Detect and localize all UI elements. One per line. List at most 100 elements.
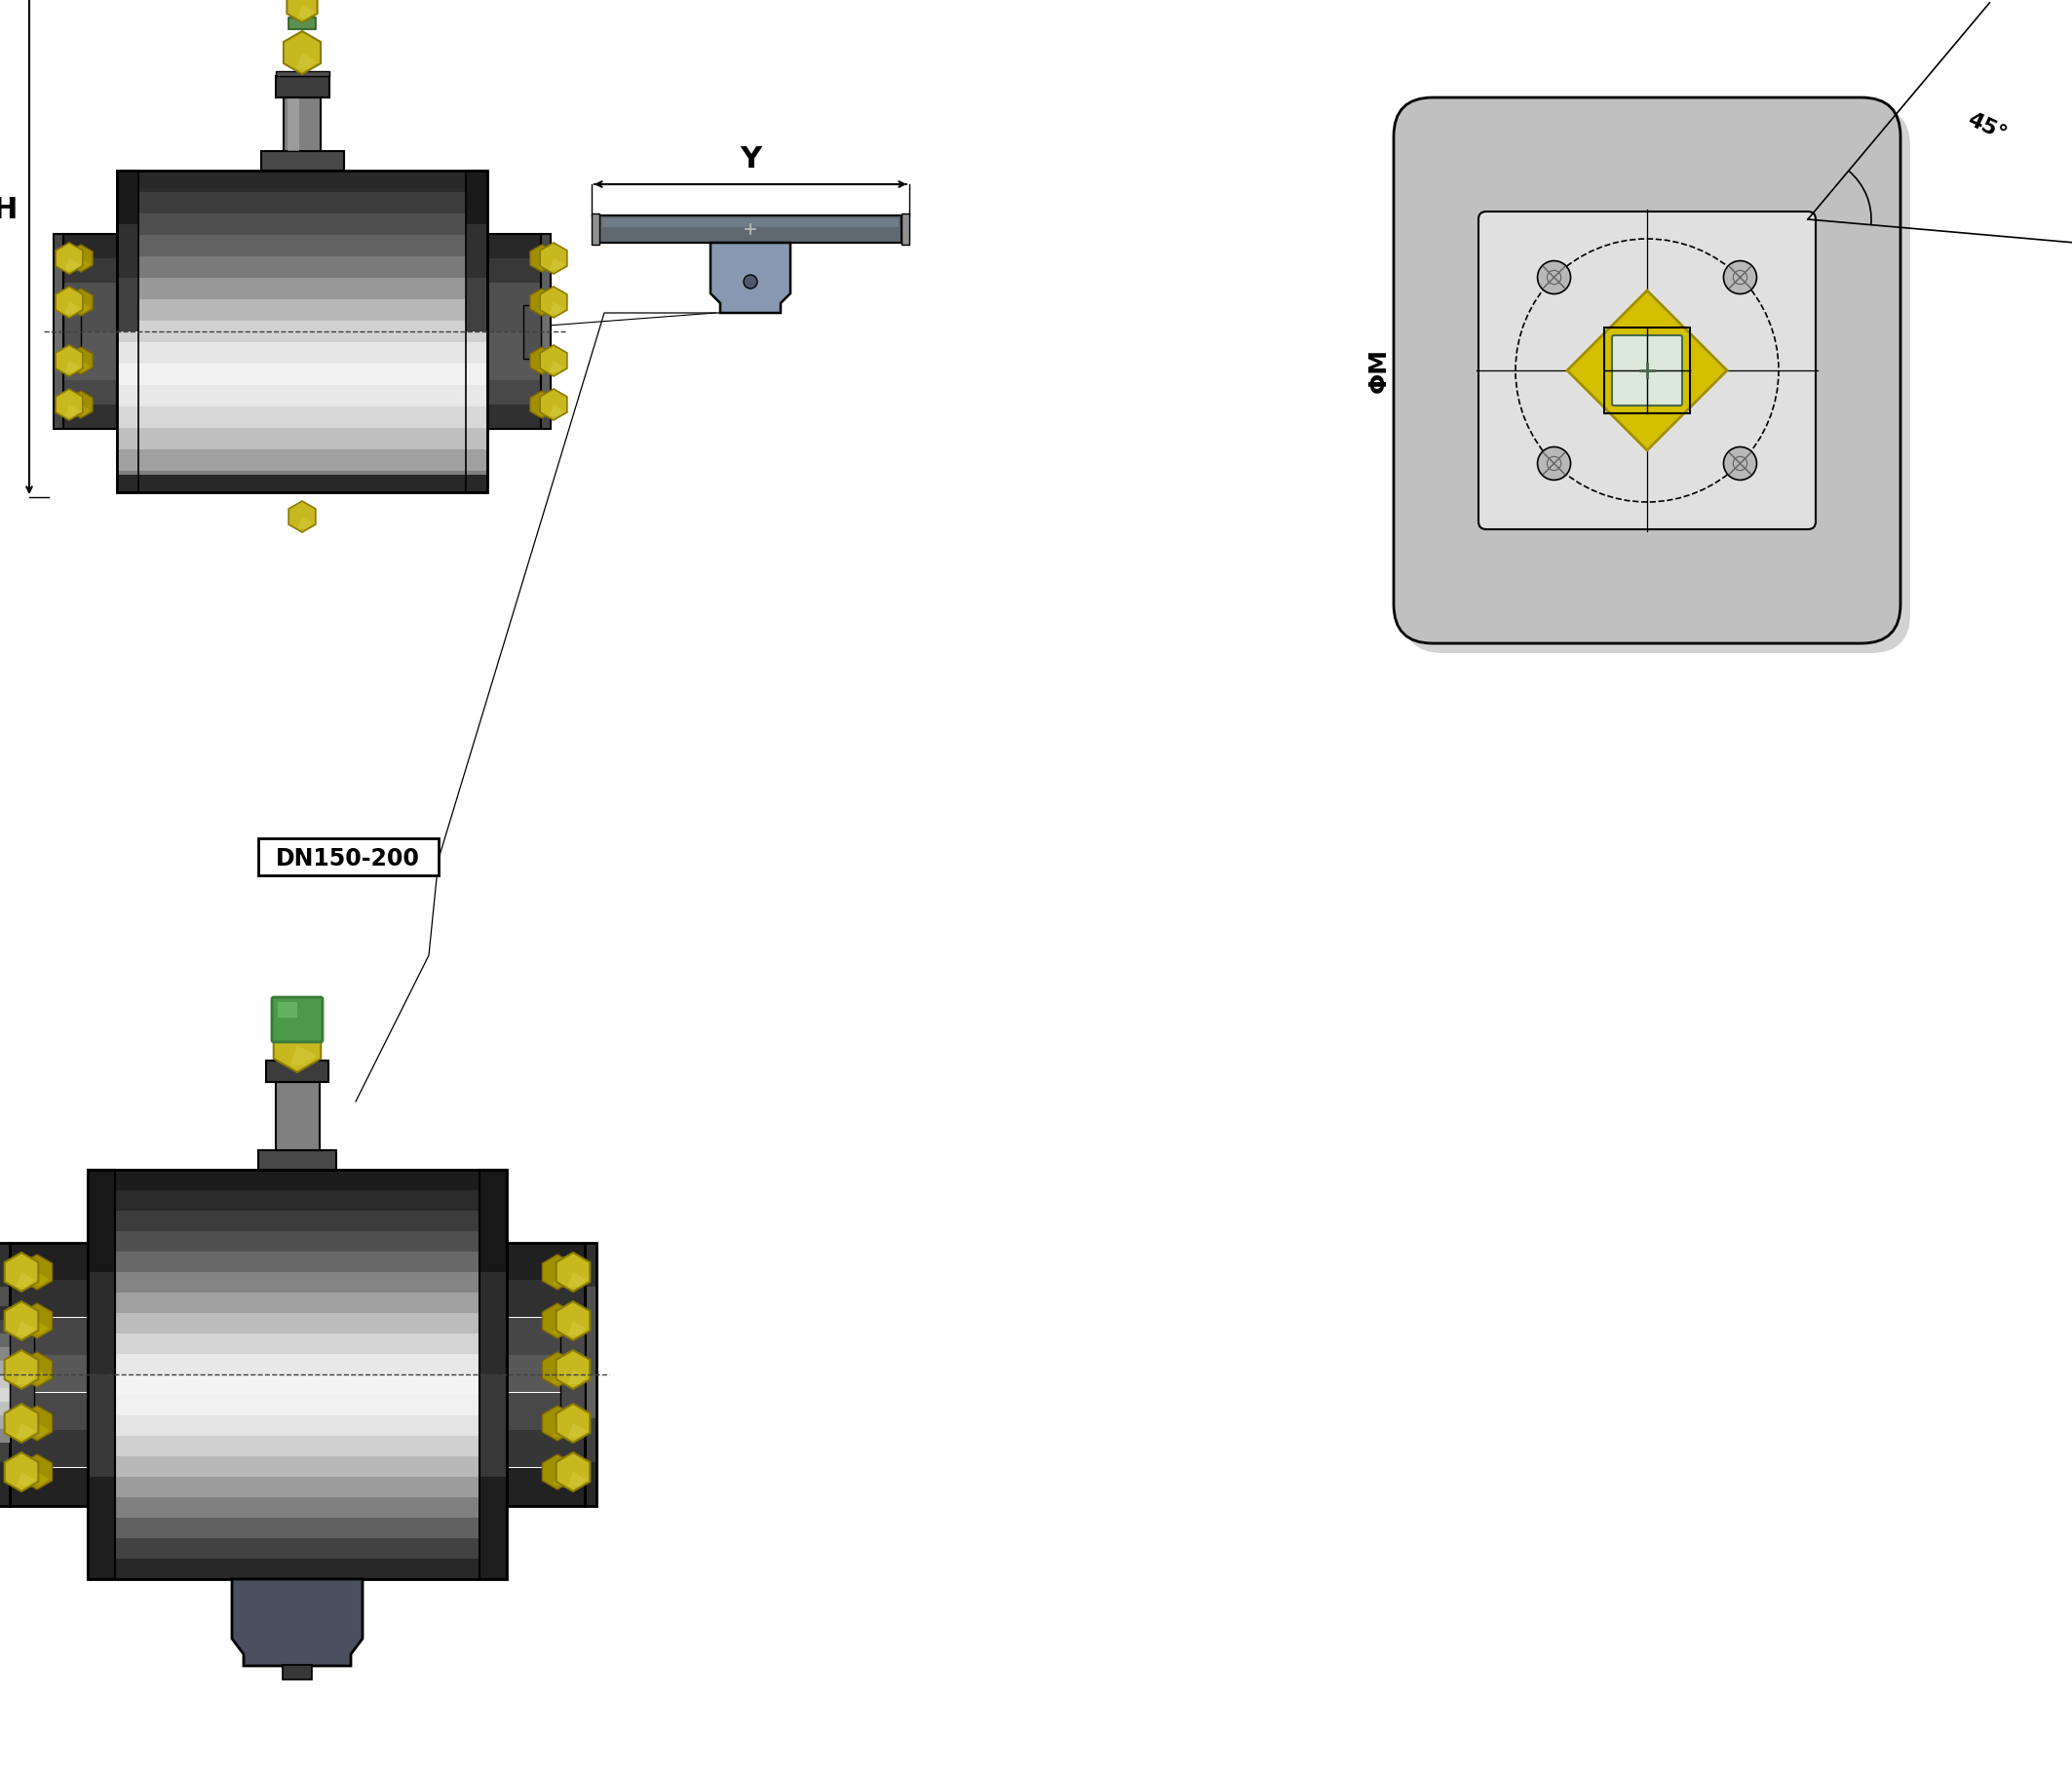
Text: ΦM: ΦM (1368, 348, 1390, 393)
Polygon shape (4, 1404, 37, 1443)
Text: T: T (1430, 359, 1446, 382)
Bar (64, 235, 116, 428)
Bar (54, 235, 64, 428)
Bar (487, 283, 541, 332)
Polygon shape (290, 1045, 317, 1066)
Polygon shape (549, 302, 564, 315)
Bar (87, 1374, 116, 1477)
Bar (487, 405, 541, 428)
Bar (10, 1319, 87, 1354)
Bar (116, 213, 487, 235)
Polygon shape (296, 53, 317, 69)
Bar (259, 839, 439, 876)
Polygon shape (568, 1272, 586, 1287)
Bar (10, 1242, 87, 1279)
Polygon shape (555, 1404, 591, 1443)
Bar (508, 1279, 584, 1317)
Bar (87, 1354, 508, 1374)
Bar (87, 1169, 116, 1580)
Polygon shape (274, 1018, 321, 1072)
Bar (0, 1402, 10, 1414)
Bar (479, 1272, 508, 1374)
Polygon shape (23, 1406, 52, 1441)
Bar (10, 1354, 87, 1391)
Polygon shape (543, 1352, 572, 1388)
Polygon shape (56, 345, 83, 377)
Bar (64, 380, 116, 405)
Polygon shape (541, 286, 568, 318)
Bar (116, 277, 139, 332)
Bar (487, 332, 541, 380)
Polygon shape (33, 1272, 50, 1285)
Polygon shape (4, 1452, 37, 1491)
Bar (1604, 327, 1691, 414)
Bar (466, 171, 487, 492)
Polygon shape (17, 1471, 35, 1487)
Polygon shape (23, 1255, 52, 1290)
Polygon shape (549, 258, 564, 270)
Polygon shape (23, 1454, 52, 1489)
Bar (87, 1292, 508, 1313)
Polygon shape (17, 1370, 35, 1384)
Bar (0, 1287, 10, 1374)
Bar (87, 1374, 508, 1395)
Polygon shape (555, 1301, 591, 1340)
Bar (87, 1457, 508, 1477)
Bar (508, 1393, 584, 1430)
Bar (116, 171, 487, 188)
Bar (87, 1210, 508, 1231)
Text: DN150-200: DN150-200 (276, 848, 421, 871)
FancyBboxPatch shape (271, 997, 323, 1041)
Text: H: H (0, 197, 17, 224)
Bar (584, 1287, 597, 1374)
Text: Y: Y (740, 144, 760, 172)
Polygon shape (568, 1320, 586, 1336)
Bar (265, 1061, 329, 1082)
Polygon shape (568, 1423, 586, 1438)
Bar (87, 1313, 508, 1333)
Bar (10, 1430, 87, 1468)
Polygon shape (555, 1351, 591, 1390)
Polygon shape (539, 258, 551, 268)
Bar (87, 1251, 508, 1272)
Bar (584, 1374, 597, 1462)
Polygon shape (77, 302, 91, 313)
Bar (284, 98, 321, 151)
Bar (541, 267, 551, 299)
Bar (116, 386, 487, 407)
Polygon shape (555, 1253, 591, 1292)
Circle shape (1537, 261, 1571, 293)
Bar (116, 343, 487, 364)
Bar (508, 1354, 584, 1391)
Polygon shape (298, 517, 313, 528)
Bar (0, 1414, 10, 1429)
Bar (584, 1242, 597, 1287)
Polygon shape (553, 1370, 570, 1383)
Polygon shape (292, 1606, 311, 1621)
Bar (508, 1468, 584, 1507)
Polygon shape (288, 501, 315, 533)
Polygon shape (541, 389, 568, 419)
Polygon shape (553, 1471, 570, 1486)
Bar (259, 1150, 336, 1169)
Polygon shape (543, 1406, 572, 1441)
Bar (0, 1347, 10, 1361)
Circle shape (1724, 261, 1757, 293)
Polygon shape (68, 391, 93, 418)
Bar (0, 1374, 10, 1462)
Bar (487, 380, 541, 405)
Bar (116, 428, 487, 450)
Bar (466, 224, 487, 277)
Bar (87, 1518, 508, 1539)
Bar (116, 471, 487, 492)
Bar (10, 1468, 87, 1507)
FancyBboxPatch shape (1612, 336, 1682, 405)
Bar (0, 1388, 10, 1402)
Bar (466, 171, 487, 224)
Bar (64, 306, 81, 359)
Polygon shape (33, 1320, 50, 1335)
Polygon shape (68, 245, 93, 272)
Bar (541, 235, 551, 428)
Bar (0, 1242, 10, 1287)
Bar (559, 1317, 584, 1432)
